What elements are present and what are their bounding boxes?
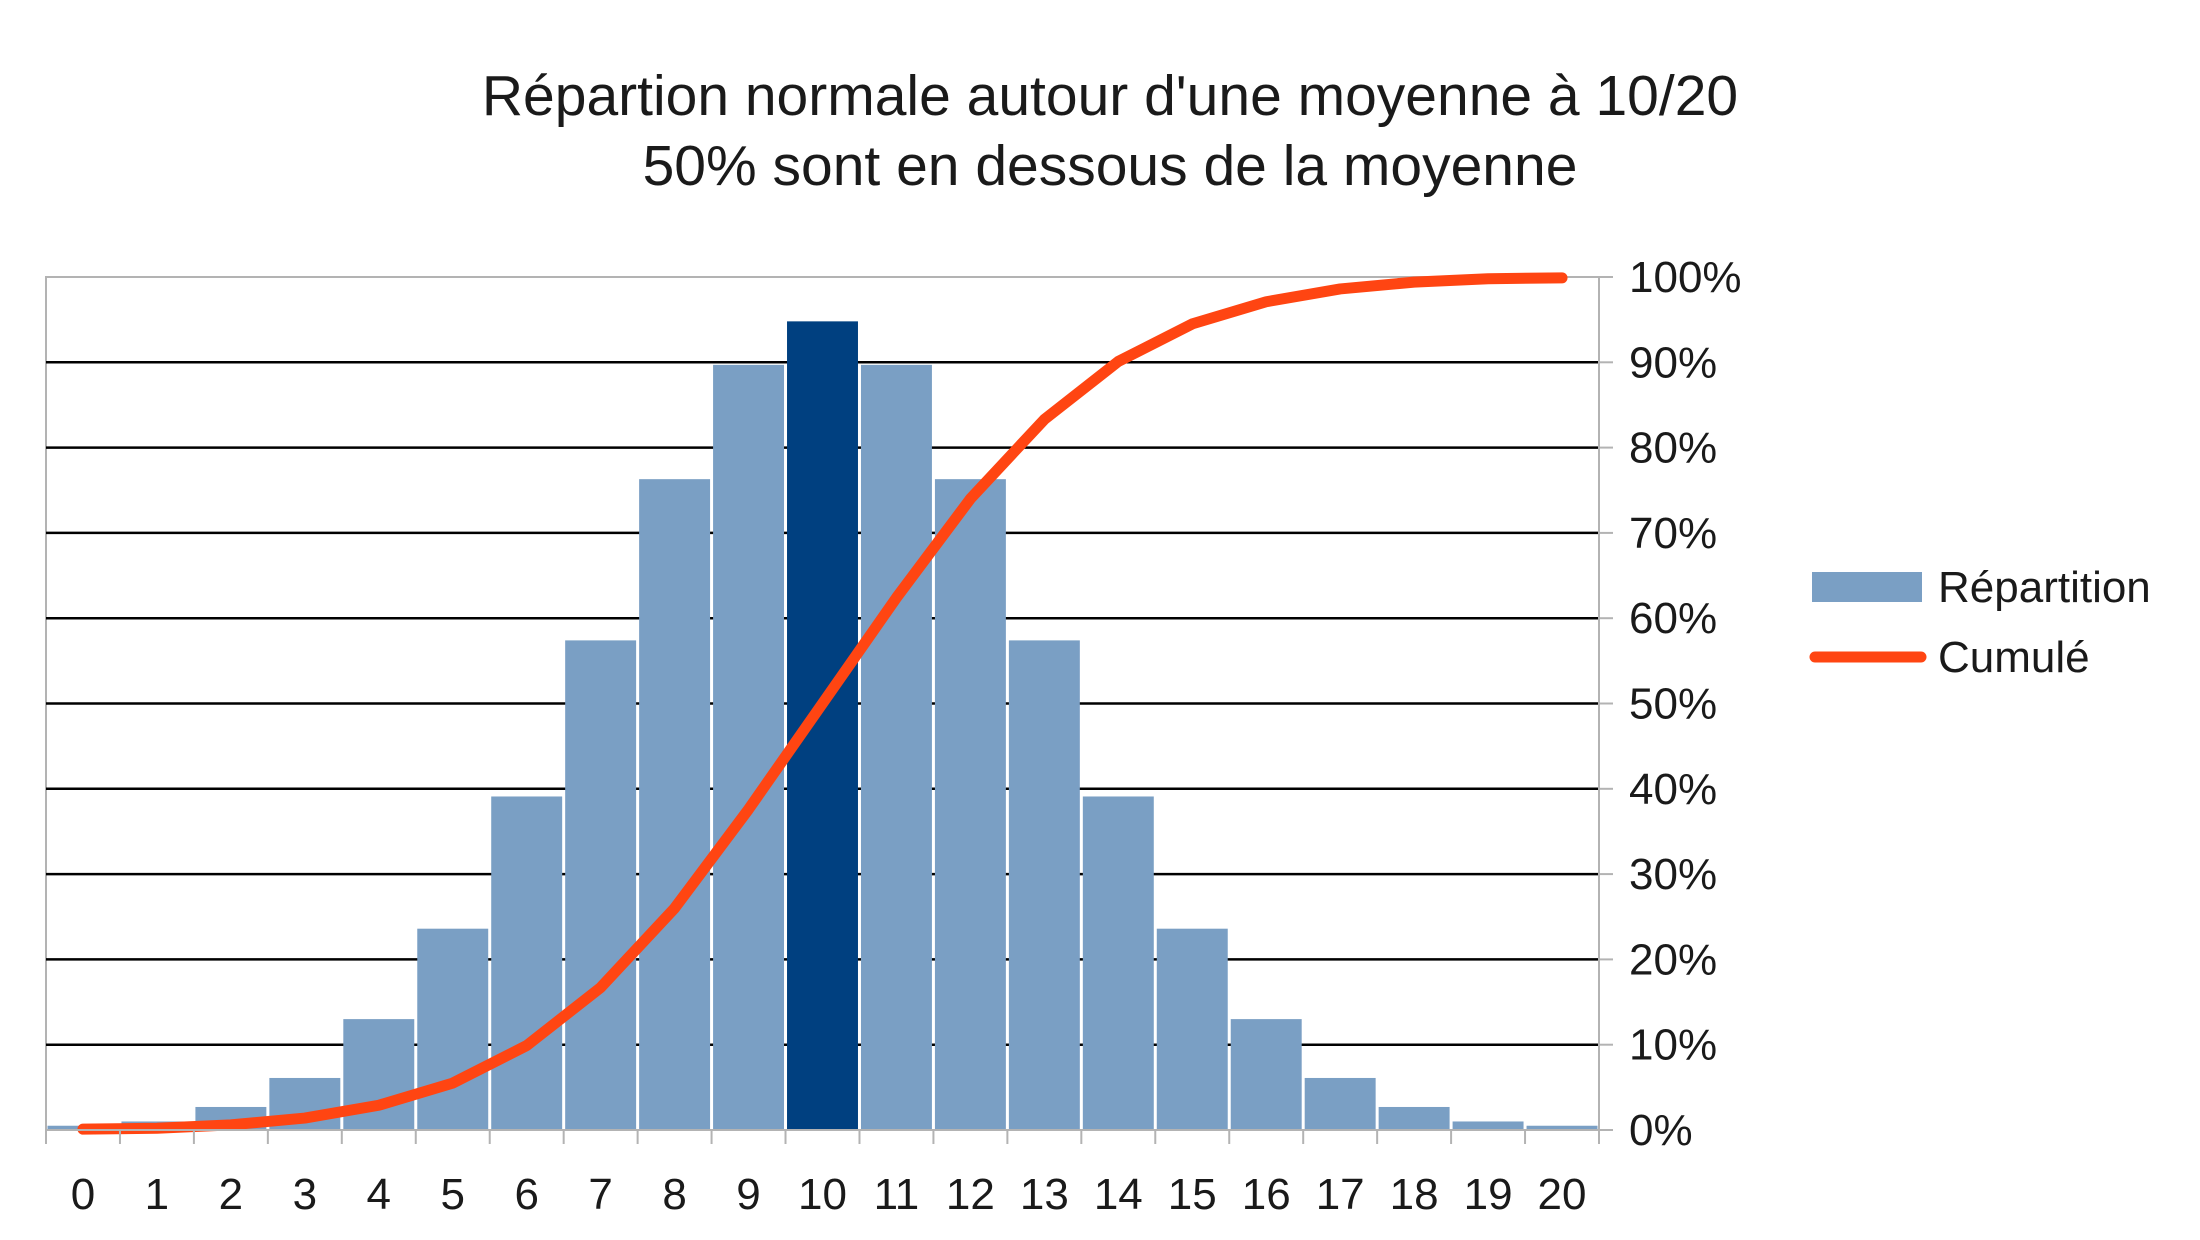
- y-tick-label: 10%: [1629, 1021, 1717, 1070]
- line-point: [969, 498, 971, 500]
- bar: [1008, 640, 1080, 1130]
- line-point: [156, 1127, 158, 1129]
- y-tick-label: 20%: [1629, 935, 1717, 984]
- x-tick-label: 4: [367, 1170, 391, 1219]
- y-tick-label: 40%: [1629, 765, 1717, 814]
- x-tick-label: 9: [736, 1170, 760, 1219]
- x-tick-label: 5: [440, 1170, 464, 1219]
- x-tick-label: 12: [946, 1170, 995, 1219]
- bar: [639, 479, 711, 1130]
- bar: [1452, 1121, 1524, 1130]
- bar: [934, 479, 1006, 1130]
- chart-title-line1: Répartion normale autour d'une moyenne à…: [482, 64, 1738, 128]
- y-tick-label: 60%: [1629, 594, 1717, 643]
- line-point: [748, 808, 750, 810]
- line-point: [1043, 418, 1045, 420]
- line-point: [1561, 277, 1563, 279]
- x-tick-label: 10: [798, 1170, 847, 1219]
- bar: [417, 928, 489, 1130]
- legend: Répartition Cumulé: [1809, 563, 2151, 682]
- legend-swatch-bar: [1812, 572, 1922, 602]
- x-tick-label: 1: [145, 1170, 169, 1219]
- bar: [1230, 1019, 1302, 1130]
- line-point: [452, 1082, 454, 1084]
- bar: [713, 364, 785, 1130]
- bar: [1526, 1125, 1598, 1130]
- y-tick-label: 50%: [1629, 680, 1717, 729]
- line-point: [822, 703, 823, 704]
- line-series: [77, 272, 1568, 1135]
- x-tick-label: 11: [874, 1170, 920, 1219]
- x-tick-label: 2: [219, 1170, 243, 1219]
- x-tick-label: 14: [1094, 1170, 1143, 1219]
- chart-title: Répartion normale autour d'une moyenne à…: [482, 64, 1738, 198]
- y-tick-label: 100%: [1629, 253, 1742, 302]
- x-tick-label: 20: [1538, 1170, 1587, 1219]
- x-tick-label: 8: [662, 1170, 686, 1219]
- y-tick-label: 30%: [1629, 850, 1717, 899]
- x-tick-label: 6: [514, 1170, 538, 1219]
- line-point: [1265, 301, 1267, 303]
- line-point: [1117, 360, 1119, 362]
- chart-title-line2: 50% sont en dessous de la moyenne: [643, 134, 1578, 198]
- x-tick-label: 16: [1242, 1170, 1291, 1219]
- bar: [1082, 796, 1154, 1130]
- line-point: [230, 1124, 232, 1126]
- line-point: [895, 597, 897, 599]
- line-point: [674, 907, 676, 909]
- y-tick-label: 0%: [1629, 1106, 1693, 1155]
- line-point: [304, 1117, 306, 1119]
- y-tick-label: 80%: [1629, 424, 1717, 473]
- legend-label-bar: Répartition: [1938, 563, 2151, 612]
- bar-highlighted: [787, 321, 858, 1131]
- x-tick-label: 17: [1316, 1170, 1365, 1219]
- x-tick-label: 15: [1168, 1170, 1217, 1219]
- line-point: [526, 1045, 528, 1047]
- line-point: [1339, 288, 1341, 290]
- y-axis: 0% 10% 20% 30% 40% 50% 60% 70% 80% 90% 100%: [1598, 253, 1742, 1155]
- x-tick-label: 0: [71, 1170, 95, 1219]
- bar: [1304, 1077, 1376, 1130]
- bar: [1156, 928, 1228, 1130]
- line-point: [1413, 281, 1415, 283]
- plot-area: 0 1 2 3 4 5 6 7 8 9 10 11 12 13 14 15 16 17 18 19 20 0%10%20…: [45, 253, 1742, 1219]
- x-axis: 0 1 2 3 4 5 6 7 8 9 10 11 12 13 14 15 16 17 18 19 20: [45, 1129, 1600, 1219]
- y-tick-label: 70%: [1629, 509, 1717, 558]
- bar: [565, 640, 637, 1130]
- y-tick-label: 90%: [1629, 338, 1717, 387]
- bar-series: [47, 321, 1598, 1131]
- x-tick-label: 18: [1390, 1170, 1439, 1219]
- line-point: [600, 987, 602, 989]
- line-point: [1487, 278, 1489, 280]
- bar: [860, 364, 932, 1130]
- bar: [1378, 1106, 1450, 1130]
- bar: [491, 796, 563, 1130]
- x-tick-label: 7: [588, 1170, 612, 1219]
- x-tick-label: 3: [293, 1170, 317, 1219]
- line-point: [378, 1104, 380, 1106]
- legend-label-line: Cumulé: [1938, 633, 2090, 682]
- x-tick-label: 19: [1464, 1170, 1513, 1219]
- x-tick-label: 13: [1020, 1170, 1069, 1219]
- line-point: [1191, 323, 1193, 325]
